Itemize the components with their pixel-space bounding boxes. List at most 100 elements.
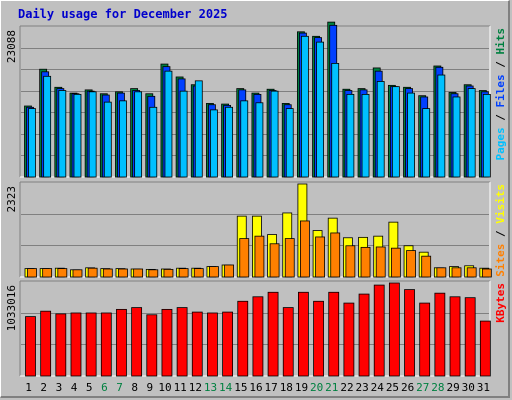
day-tick-label: 29	[446, 381, 459, 394]
sites-bar	[345, 245, 356, 278]
kbytes-bar	[479, 320, 491, 377]
day-tick-label: 5	[86, 381, 93, 394]
kbytes-legend: KBytes	[494, 283, 507, 323]
sites-bar	[330, 232, 341, 278]
day-tick-label: 1	[25, 381, 32, 394]
pages-bar	[301, 35, 309, 178]
kbytes-bar	[298, 291, 309, 377]
day-tick-label: 24	[371, 381, 385, 394]
day-tick-label: 25	[386, 381, 399, 394]
kbytes-bar	[419, 302, 431, 377]
pages-bar	[240, 100, 249, 178]
pages-bar	[88, 91, 97, 178]
kbytes-bar	[404, 289, 415, 377]
day-tick-label: 14	[219, 381, 233, 394]
sites-bar	[209, 266, 219, 278]
kbytes-bar	[55, 313, 67, 377]
sites-bar	[284, 238, 295, 278]
visits-sites-legend: Sites / Visits	[494, 184, 507, 277]
day-tick-label: 16	[249, 381, 262, 394]
visits-max-label: 2323	[5, 186, 18, 213]
sites-bar	[42, 268, 53, 278]
pages-bar	[119, 100, 127, 178]
kbytes-bar	[237, 300, 249, 377]
sites-bar	[360, 246, 371, 278]
sites-bar	[178, 268, 189, 278]
kbytes-bar	[131, 307, 143, 377]
sites-bar	[118, 268, 128, 278]
pages-bar	[285, 108, 294, 178]
pages-bar	[270, 90, 279, 178]
day-tick-label: 22	[340, 381, 353, 394]
pages-bar	[134, 91, 143, 178]
kbytes-bar	[207, 312, 218, 377]
sites-bar	[254, 235, 265, 278]
pages-bar	[376, 81, 385, 178]
pages-bar	[255, 102, 264, 178]
sites-bar	[406, 250, 416, 278]
kbytes-bar	[328, 291, 340, 377]
legend-kbytes: KBytes	[494, 283, 507, 323]
kbytes-bar	[434, 292, 446, 377]
hits-max-label: 23088	[5, 30, 18, 63]
kbytes-bar	[222, 311, 233, 377]
kbytes-bar	[116, 308, 127, 377]
pages-bar	[331, 63, 340, 178]
kbytes-bar	[85, 312, 97, 377]
legend-sites: Sites	[494, 244, 507, 277]
chart-title: Daily usage for December 2025	[18, 7, 228, 21]
day-tick-label: 3	[56, 381, 63, 394]
legend-visits: Visits	[494, 184, 507, 224]
kbytes-bar	[388, 282, 400, 377]
day-tick-label: 21	[325, 381, 338, 394]
day-tick-label: 9	[147, 381, 154, 394]
pages-bar	[103, 101, 112, 178]
kbytes-bar	[146, 314, 158, 377]
day-tick-label: 27	[416, 381, 429, 394]
day-tick-label: 28	[431, 381, 444, 394]
pages-bar	[43, 75, 52, 178]
sites-bar	[193, 268, 204, 278]
day-tick-label: 11	[174, 381, 187, 394]
pages-bar	[28, 108, 36, 178]
day-tick-label: 23	[356, 381, 369, 394]
kbytes-max-label: 1033016	[5, 285, 18, 331]
legend-pages: Pages	[494, 127, 507, 160]
day-tick-label: 18	[280, 381, 293, 394]
day-tick-label: 13	[204, 381, 217, 394]
sites-bar	[315, 236, 325, 278]
sites-bar	[239, 238, 250, 278]
sites-bar	[466, 267, 477, 278]
sites-bar	[163, 268, 174, 278]
kbytes-bar	[449, 296, 461, 377]
day-tick-label: 20	[310, 381, 323, 394]
sites-bar	[27, 268, 37, 278]
sites-bar	[224, 264, 234, 278]
day-tick-label: 12	[189, 381, 202, 394]
day-tick-label: 2	[40, 381, 47, 394]
day-tick-label: 15	[234, 381, 247, 394]
pages-bar	[164, 70, 173, 178]
pages-bar	[452, 96, 461, 178]
sites-bar	[133, 268, 144, 278]
day-tick-label: 17	[265, 381, 278, 394]
kbytes-bar	[191, 311, 203, 377]
day-tick-label: 10	[158, 381, 171, 394]
sites-bar	[390, 247, 401, 278]
pages-bar	[179, 90, 188, 178]
kbytes-bar	[313, 300, 324, 377]
kbytes-bar	[100, 312, 112, 377]
sites-bar	[421, 255, 432, 278]
sites-bar	[57, 268, 68, 278]
day-tick-label: 4	[71, 381, 78, 394]
kbytes-bar	[70, 312, 82, 377]
day-tick-label: 6	[101, 381, 108, 394]
pages-bar	[225, 106, 233, 178]
pages-bar	[346, 93, 355, 178]
sites-bar	[72, 269, 83, 278]
sites-bar	[102, 268, 113, 278]
sites-bar	[451, 267, 462, 278]
pages-bar	[316, 41, 324, 178]
pages-bar	[194, 80, 203, 178]
kbytes-bar	[464, 297, 476, 377]
